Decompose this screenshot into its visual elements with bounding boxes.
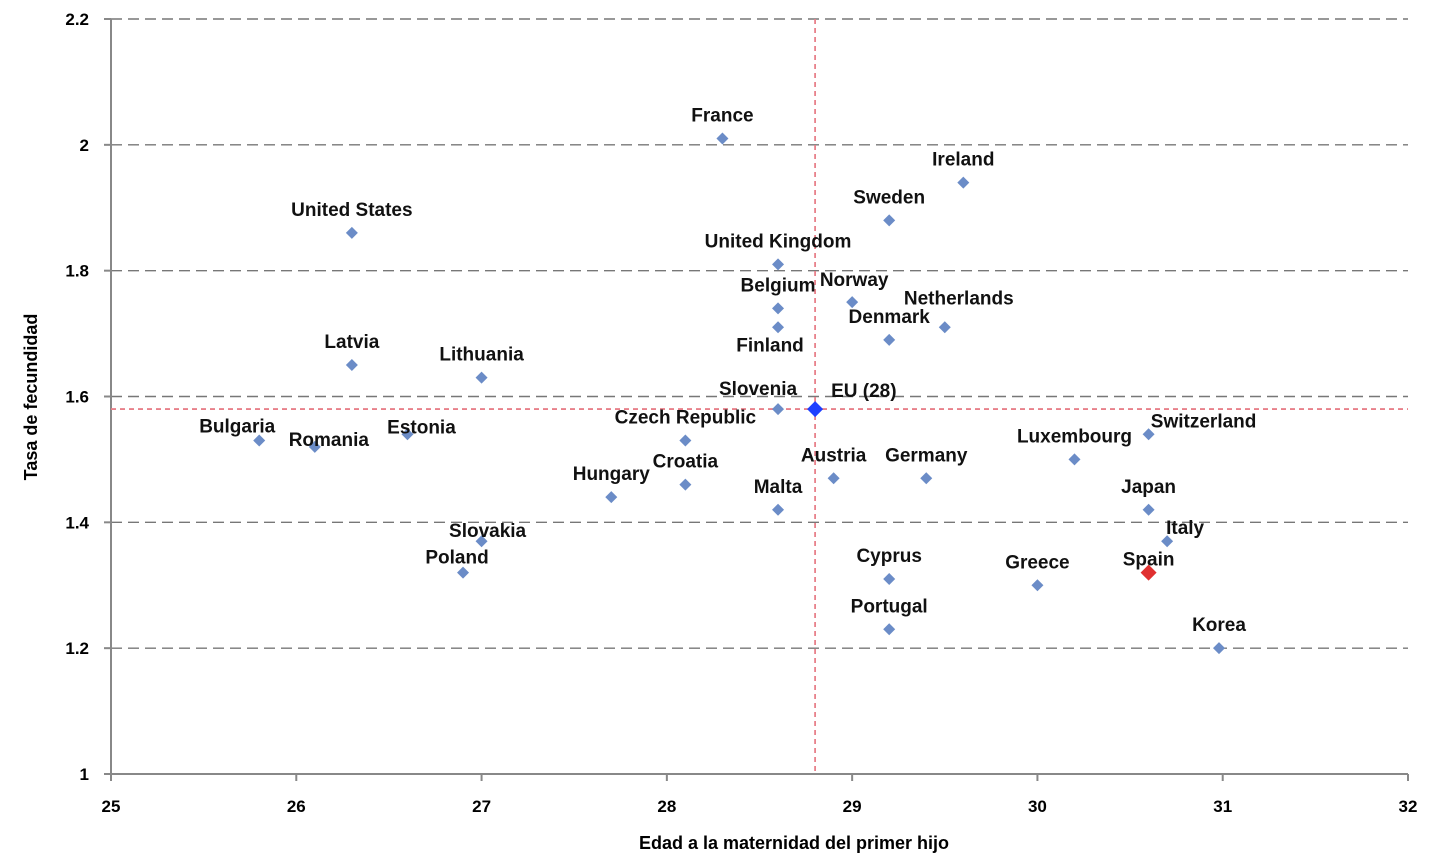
point-label-united-states: United States [291, 200, 412, 221]
point-norway [846, 296, 859, 309]
y-tick-label-1-4: 1.4 [65, 513, 89, 532]
point-romania [308, 440, 321, 453]
point-netherlands [938, 321, 951, 334]
x-tick-label-29: 29 [843, 797, 862, 816]
y-tick-label-1: 1 [80, 765, 89, 784]
point-italy [1161, 535, 1174, 548]
point-portugal [883, 623, 896, 636]
point-label-malta: Malta [754, 477, 803, 498]
point-label-spain: Spain [1123, 550, 1175, 571]
x-tick-label-28: 28 [657, 797, 676, 816]
point-label-latvia: Latvia [324, 332, 379, 353]
point-czech-republic [679, 434, 692, 447]
point-korea [1213, 642, 1226, 655]
point-poland [457, 566, 470, 579]
y-tick-label-1-2: 1.2 [65, 639, 89, 658]
point-united-kingdom [772, 258, 785, 271]
point-luxembourg [1068, 453, 1081, 466]
point-label-united-kingdom: United Kingdom [705, 231, 852, 252]
tick-labels: 1 1.2 1.4 1.6 1.8 2 2.2 25 26 27 28 29 30 31 32 [65, 10, 1417, 816]
x-tick-label-25: 25 [102, 797, 121, 816]
point-germany [920, 472, 933, 485]
point-united-states [345, 226, 358, 239]
point-label-denmark: Denmark [849, 307, 931, 328]
point-lithuania [475, 371, 488, 384]
gridlines [111, 18, 1408, 649]
point-slovakia [475, 535, 488, 548]
point-label-ireland: Ireland [932, 150, 994, 171]
point-label-switzerland: Switzerland [1151, 411, 1257, 432]
point-label-hungary: Hungary [573, 464, 651, 485]
y-axis-title: Tasa de fecundidad [21, 314, 41, 481]
point-label-estonia: Estonia [387, 417, 456, 438]
point-label-greece: Greece [1005, 552, 1069, 573]
point-label-czech-republic: Czech Republic [615, 408, 757, 429]
x-tick-label-27: 27 [472, 797, 491, 816]
x-tick-label-26: 26 [287, 797, 306, 816]
point-malta [772, 503, 785, 516]
point-label-bulgaria: Bulgaria [199, 417, 275, 438]
point-label-korea: Korea [1192, 615, 1246, 636]
point-label-sweden: Sweden [853, 187, 925, 208]
y-tick-label-2-2: 2.2 [65, 10, 89, 29]
point-cyprus [883, 572, 896, 585]
point-label-finland: Finland [736, 335, 804, 356]
point-label-japan: Japan [1121, 477, 1176, 498]
point-label-france: France [691, 106, 753, 127]
y-tick-label-1-6: 1.6 [65, 388, 89, 407]
data-points [253, 132, 1226, 655]
point-latvia [345, 359, 358, 372]
point-label-eu-28: EU (28) [831, 381, 896, 402]
point-eu-28 [807, 401, 824, 418]
point-japan [1142, 503, 1155, 516]
point-label-slovenia: Slovenia [719, 379, 798, 400]
x-axis-title: Edad a la maternidad del primer hijo [639, 833, 949, 853]
point-denmark [883, 333, 896, 346]
point-finland [772, 321, 785, 334]
point-sweden [883, 214, 896, 227]
point-label-cyprus: Cyprus [856, 546, 921, 567]
point-estonia [401, 428, 414, 441]
y-tick-label-2: 2 [80, 136, 89, 155]
x-tick-label-30: 30 [1028, 797, 1047, 816]
point-label-austria: Austria [801, 445, 867, 466]
point-ireland [957, 176, 970, 189]
x-tick-label-32: 32 [1399, 797, 1418, 816]
point-label-poland: Poland [425, 548, 488, 569]
point-label-germany: Germany [885, 445, 968, 466]
point-label-luxembourg: Luxembourg [1017, 426, 1132, 447]
x-tick-label-31: 31 [1213, 797, 1232, 816]
point-bulgaria [253, 434, 266, 447]
point-label-belgium: Belgium [741, 275, 816, 296]
point-spain [1140, 564, 1157, 581]
point-slovenia [772, 403, 785, 416]
point-label-romania: Romania [289, 430, 370, 451]
point-label-italy: Italy [1166, 518, 1204, 539]
point-labels: France Ireland Sweden United States United K… [199, 106, 1256, 637]
point-label-netherlands: Netherlands [904, 288, 1014, 309]
point-hungary [605, 491, 618, 504]
point-label-portugal: Portugal [851, 596, 928, 617]
point-belgium [772, 302, 785, 315]
point-switzerland [1142, 428, 1155, 441]
point-label-croatia: Croatia [653, 452, 719, 473]
point-label-norway: Norway [820, 270, 889, 291]
point-label-slovakia: Slovakia [449, 521, 527, 542]
reference-lines [111, 19, 1408, 774]
point-france [716, 132, 729, 145]
point-austria [827, 472, 840, 485]
y-tick-label-1-8: 1.8 [65, 262, 89, 281]
point-label-lithuania: Lithuania [439, 345, 524, 366]
point-croatia [679, 478, 692, 491]
point-greece [1031, 579, 1044, 592]
